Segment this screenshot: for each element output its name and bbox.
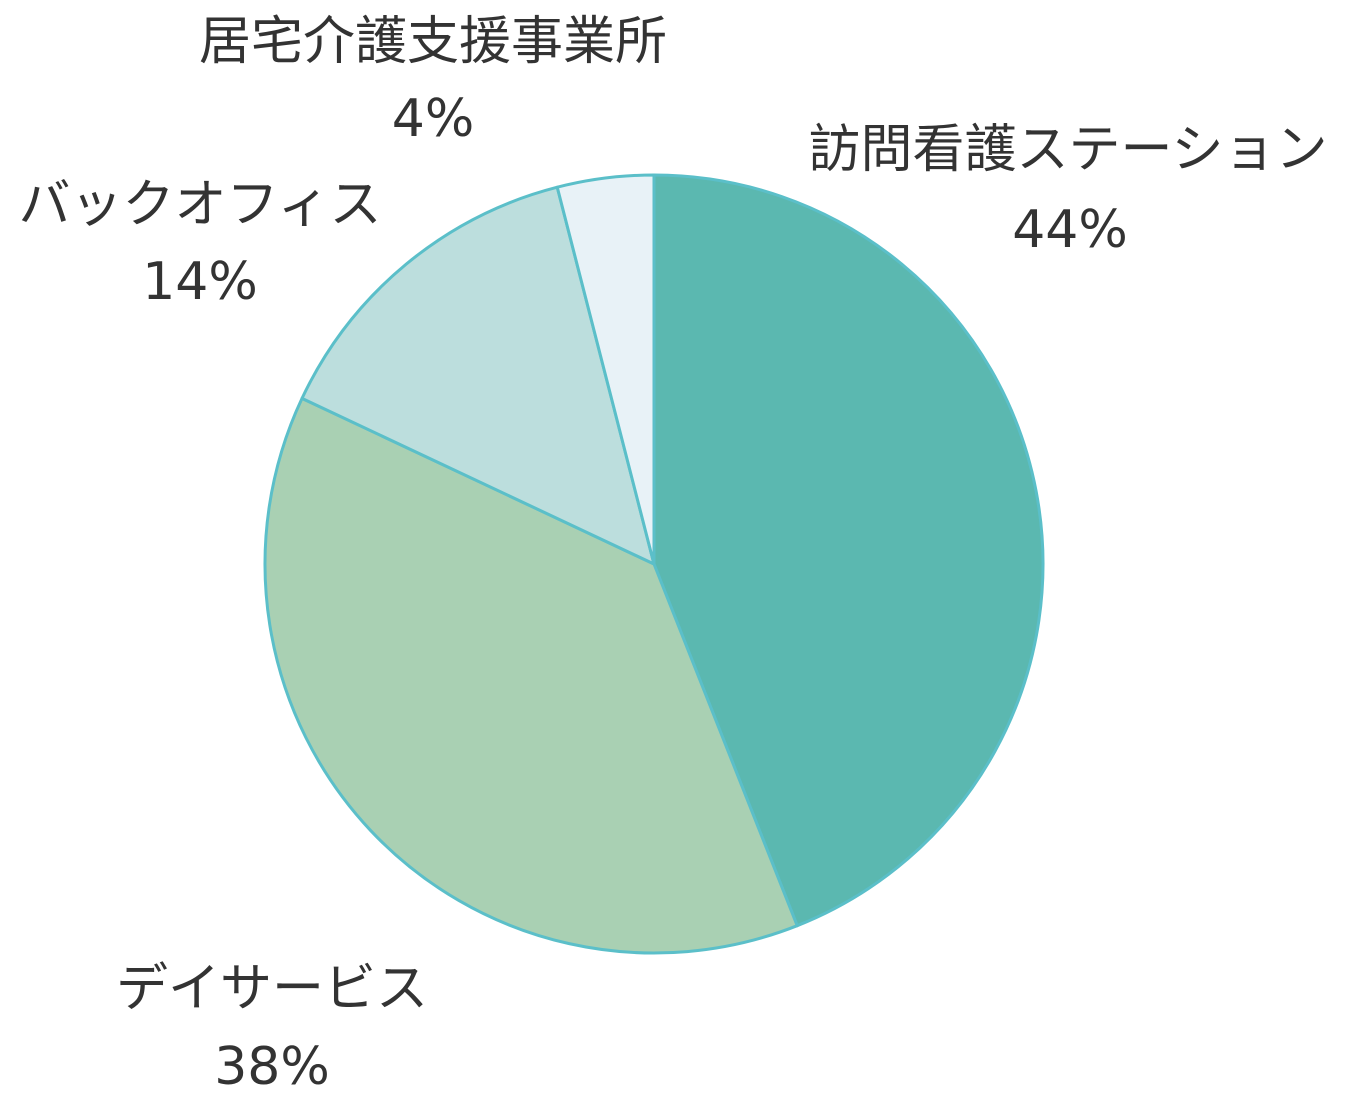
slice-value-care-management: 4% (392, 89, 475, 149)
slice-label-back-office: バックオフィス (19, 175, 382, 235)
pie-labels: 訪問看護ステーション 44% デイサービス 38% バックオフィス 14% 居宅… (19, 12, 1328, 1095)
slice-value-day-service: 38% (214, 1037, 330, 1095)
slice-value-home-nursing: 44% (1012, 200, 1128, 260)
pie-slice-back-office (300, 185, 656, 566)
slice-label-day-service: デイサービス (116, 959, 428, 1019)
pie-slice-care-management (555, 173, 656, 566)
slice-label-care-management: 居宅介護支援事業所 (199, 12, 667, 72)
pie-slice-day-service (263, 396, 799, 955)
pie-slice-home-nursing (652, 173, 1045, 928)
slice-value-back-office: 14% (142, 252, 258, 312)
pie-slices (263, 173, 1045, 955)
slice-label-home-nursing: 訪問看護ステーション (809, 120, 1328, 180)
